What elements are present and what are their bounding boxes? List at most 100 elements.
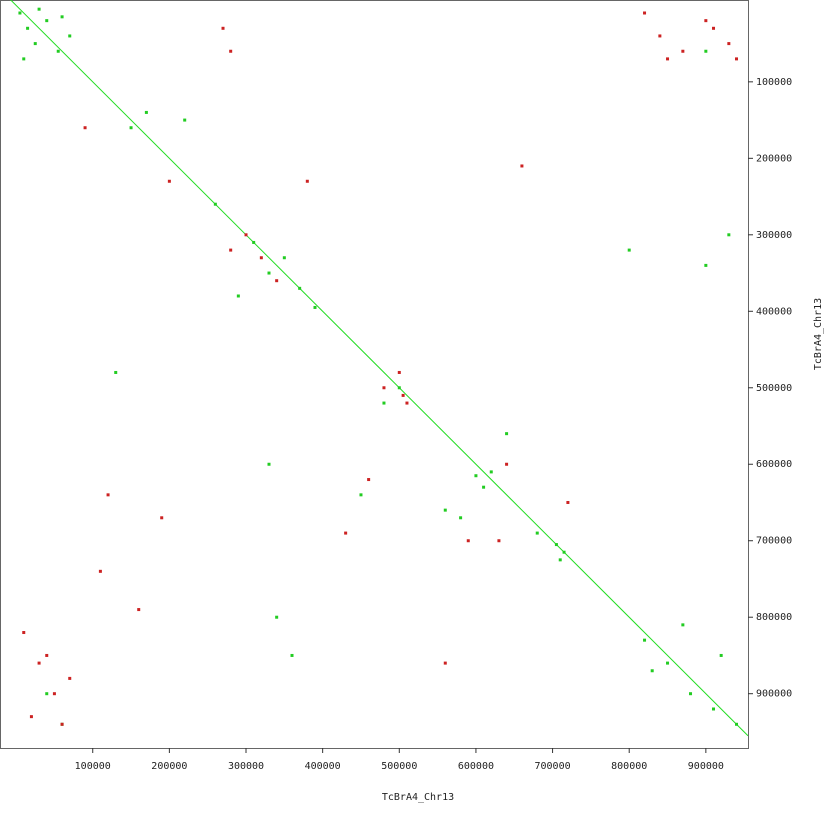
dot: [305, 179, 309, 183]
x-tick-label: 200000: [151, 761, 187, 772]
dot: [382, 401, 386, 405]
dot: [735, 57, 739, 61]
dot: [643, 11, 647, 15]
dot: [22, 57, 26, 61]
dot: [160, 516, 164, 520]
y-tick-label: 200000: [756, 153, 792, 164]
dot: [505, 432, 509, 436]
y-tick-label: 500000: [756, 383, 792, 394]
dot: [443, 508, 447, 512]
dot: [37, 661, 41, 665]
dot: [313, 305, 317, 309]
dot: [497, 539, 501, 543]
dot: [60, 15, 64, 19]
dot: [727, 233, 731, 237]
dot: [566, 500, 570, 504]
x-tick-label: 100000: [75, 761, 111, 772]
y-tick-label: 100000: [756, 77, 792, 88]
y-tick-label: 800000: [756, 612, 792, 623]
dot: [712, 707, 716, 711]
dot: [298, 286, 302, 290]
x-tick-label: 600000: [458, 761, 494, 772]
dot: [689, 692, 693, 696]
dot: [397, 370, 401, 374]
dot: [344, 531, 348, 535]
dot: [443, 661, 447, 665]
dot: [735, 722, 739, 726]
dot: [33, 42, 37, 46]
dot: [382, 386, 386, 390]
dot: [83, 126, 87, 130]
dot: [267, 462, 271, 466]
dot: [712, 26, 716, 30]
dot: [459, 516, 463, 520]
x-tick-label: 800000: [611, 761, 647, 772]
dot: [666, 57, 670, 61]
dot: [466, 539, 470, 543]
dot: [359, 493, 363, 497]
dot: [18, 11, 22, 15]
dot: [229, 49, 233, 53]
dot: [26, 26, 30, 30]
x-tick-label: 300000: [228, 761, 264, 772]
dot: [229, 248, 233, 252]
dot: [45, 692, 49, 696]
dot: [290, 653, 294, 657]
dot: [56, 49, 60, 53]
dot: [213, 202, 217, 206]
dot: [505, 462, 509, 466]
dot: [259, 256, 263, 260]
y-tick-label: 300000: [756, 230, 792, 241]
x-axis-label: TcBrA4_Chr13: [382, 792, 454, 803]
dot: [29, 715, 33, 719]
dot: [68, 676, 72, 680]
dot: [367, 478, 371, 482]
dot: [658, 34, 662, 38]
dot: [719, 653, 723, 657]
dot: [558, 558, 562, 562]
dot: [52, 692, 56, 696]
diagonal-line: [10, 0, 749, 737]
dot: [554, 543, 558, 547]
dot: [627, 248, 631, 252]
dot: [60, 722, 64, 726]
dot: [482, 485, 486, 489]
dot: [167, 179, 171, 183]
dot: [489, 470, 493, 474]
dot: [275, 279, 279, 283]
dot: [704, 49, 708, 53]
dot: [650, 669, 654, 673]
plot-frame: [0, 0, 749, 749]
dot: [45, 653, 49, 657]
dot: [401, 393, 405, 397]
dot: [727, 42, 731, 46]
dot: [535, 531, 539, 535]
dot: [144, 110, 148, 114]
dot: [681, 623, 685, 627]
dot: [221, 26, 225, 30]
dot: [474, 474, 478, 478]
dot: [562, 550, 566, 554]
x-tick-label: 500000: [381, 761, 417, 772]
dot: [129, 126, 133, 130]
y-tick-label: 700000: [756, 536, 792, 547]
dot: [183, 118, 187, 122]
dot: [282, 256, 286, 260]
y-tick-label: 900000: [756, 689, 792, 700]
x-tick-label: 900000: [688, 761, 724, 772]
dot: [37, 7, 41, 11]
dot: [252, 240, 256, 244]
x-tick-label: 400000: [305, 761, 341, 772]
dot: [275, 615, 279, 619]
y-axis-label: TcBrA4_Chr13: [813, 298, 824, 370]
dot: [704, 19, 708, 23]
x-tick-label: 700000: [535, 761, 571, 772]
dot: [114, 370, 118, 374]
dot: [405, 401, 409, 405]
y-tick-label: 400000: [756, 306, 792, 317]
dot: [45, 19, 49, 23]
dot: [397, 386, 401, 390]
dot: [267, 271, 271, 275]
dot: [643, 638, 647, 642]
dot: [68, 34, 72, 38]
